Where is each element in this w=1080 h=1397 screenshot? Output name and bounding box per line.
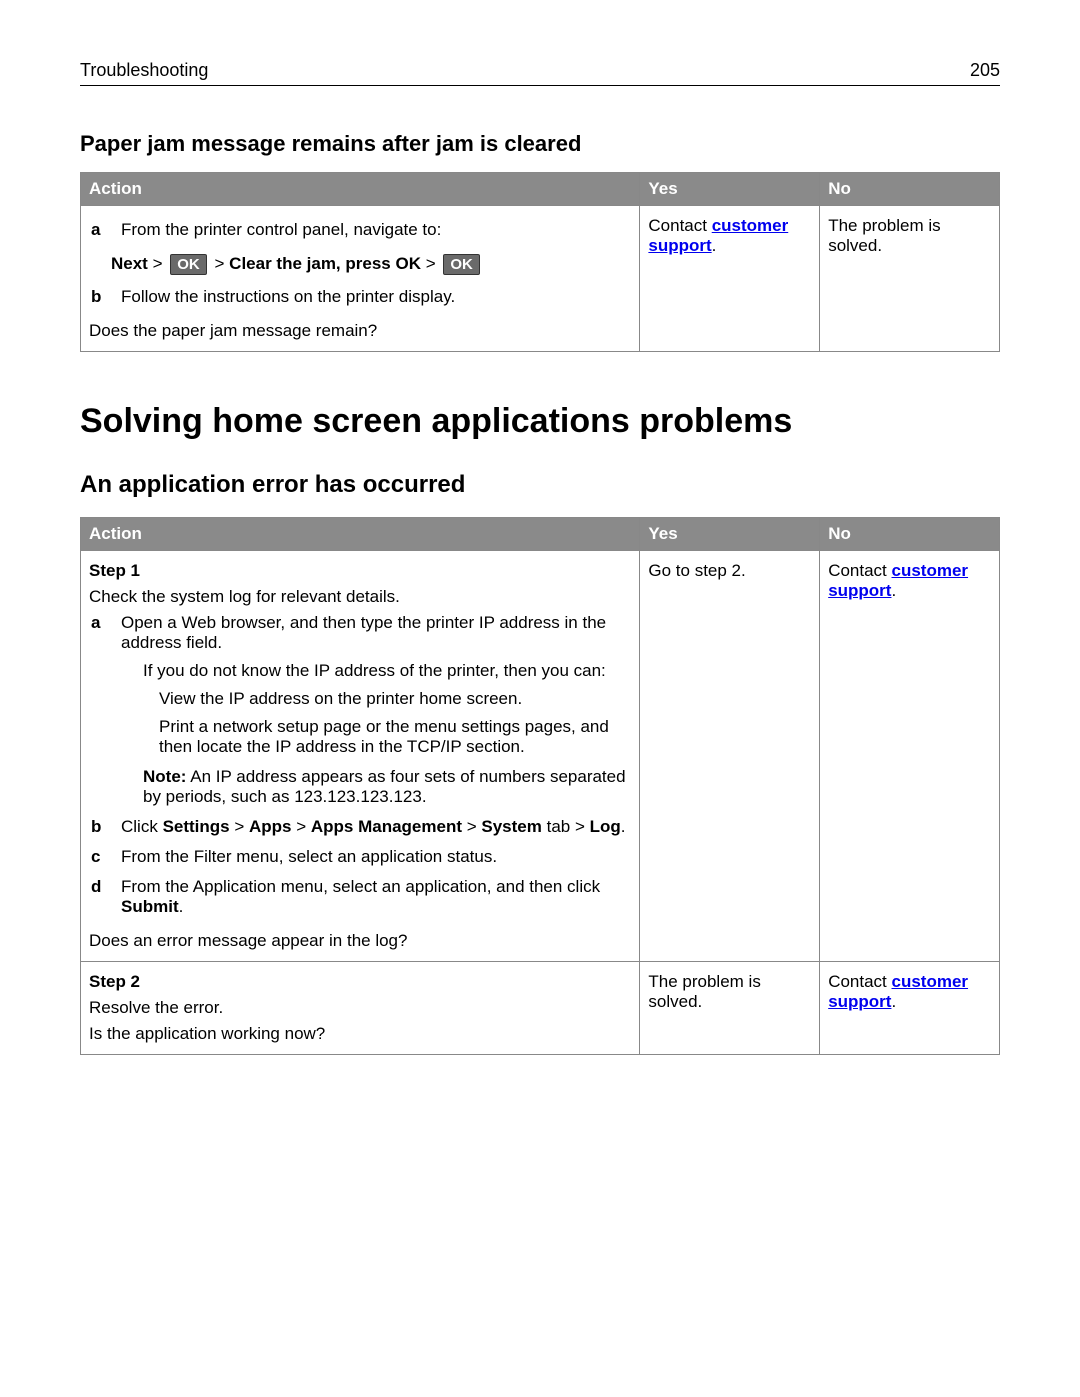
table2-th-action: Action: [81, 518, 640, 551]
table2-th-yes: Yes: [640, 518, 820, 551]
t2r1-b-gt1: >: [230, 817, 249, 836]
table1-th-action: Action: [81, 173, 640, 206]
table1-title: Paper jam message remains after jam is c…: [80, 131, 1000, 157]
t2r1-b-tab: tab >: [542, 817, 590, 836]
t1-b-text: Follow the instructions on the printer d…: [121, 287, 455, 306]
t2r1-step: Step 1: [89, 561, 631, 581]
ok-button-icon: OK: [170, 254, 207, 275]
t2r1-c-text: From the Filter menu, select an applicat…: [121, 847, 497, 866]
t2r2-question: Is the application working now?: [89, 1024, 631, 1044]
t1-gt3: >: [426, 254, 436, 273]
t2r2-no-post: .: [891, 992, 896, 1011]
t2r1-a-sub2: View the IP address on the printer home …: [121, 689, 631, 709]
t1-gt2: >: [215, 254, 225, 273]
t2r1-b-s4: System: [481, 817, 541, 836]
t2r1-note-text: An IP address appears as four sets of nu…: [143, 767, 626, 806]
t1-a-marker: a: [91, 220, 100, 240]
t1-no: The problem is solved.: [820, 206, 1000, 352]
t2r1-no-post: .: [891, 581, 896, 600]
t2r2-desc: Resolve the error.: [89, 998, 631, 1018]
t2r1-note-label: Note:: [143, 767, 186, 786]
t2r1-d-pre: From the Application menu, select an app…: [121, 877, 600, 896]
t2r1-b-gt3: >: [462, 817, 481, 836]
t2r1-b-gt2: >: [292, 817, 311, 836]
t2r1-a-marker: a: [91, 613, 100, 633]
t2r1-no-pre: Contact: [828, 561, 891, 580]
t2r2-yes: The problem is solved.: [640, 962, 820, 1055]
t2r1-b-pre: Click: [121, 817, 163, 836]
t2r1-desc: Check the system log for relevant detail…: [89, 587, 631, 607]
t1-yes-pre: Contact: [648, 216, 711, 235]
t2r1-a-sub1: If you do not know the IP address of the…: [121, 661, 631, 681]
table1-row: a From the printer control panel, naviga…: [81, 206, 1000, 352]
main-title: Solving home screen applications problem…: [80, 402, 1000, 441]
t1-nav-next: Next: [111, 254, 148, 273]
t2r1-b-s5: Log: [590, 817, 621, 836]
header-left: Troubleshooting: [80, 60, 208, 81]
header-page-number: 205: [970, 60, 1000, 81]
t2r1-d-post: .: [179, 897, 184, 916]
t2r1-b-s1: Settings: [163, 817, 230, 836]
t1-gt1: >: [153, 254, 163, 273]
ok-button-icon: OK: [443, 254, 480, 275]
t2r1-c-marker: c: [91, 847, 100, 867]
t2r1-b-post: .: [621, 817, 626, 836]
table2-th-no: No: [820, 518, 1000, 551]
t2r1-question: Does an error message appear in the log?: [89, 931, 631, 951]
t2r2-no-pre: Contact: [828, 972, 891, 991]
table2-row2: Step 2 Resolve the error. Is the applica…: [81, 962, 1000, 1055]
t2r1-b-s3: Apps Management: [311, 817, 462, 836]
table2-title: An application error has occurred: [80, 471, 1000, 499]
table2: Action Yes No Step 1 Check the system lo…: [80, 517, 1000, 1055]
t2r1-d-marker: d: [91, 877, 101, 897]
t1-b-marker: b: [91, 287, 101, 307]
t2r1-a-text: Open a Web browser, and then type the pr…: [121, 613, 606, 652]
table1: Action Yes No a From the printer control…: [80, 172, 1000, 352]
t2r1-d-bold: Submit: [121, 897, 179, 916]
table1-th-no: No: [820, 173, 1000, 206]
table1-th-yes: Yes: [640, 173, 820, 206]
t1-nav-clear: Clear the jam, press OK: [229, 254, 421, 273]
t1-question: Does the paper jam message remain?: [89, 321, 631, 341]
t2r1-b-s2: Apps: [249, 817, 292, 836]
t1-yes-post: .: [712, 236, 717, 255]
t2r2-step: Step 2: [89, 972, 631, 992]
table2-row1: Step 1 Check the system log for relevant…: [81, 551, 1000, 962]
t2r1-yes: Go to step 2.: [640, 551, 820, 962]
t2r1-a-sub3: Print a network setup page or the menu s…: [121, 717, 631, 757]
page-header: Troubleshooting 205: [80, 60, 1000, 86]
t2r1-b-marker: b: [91, 817, 101, 837]
t1-a-text: From the printer control panel, navigate…: [121, 220, 441, 239]
